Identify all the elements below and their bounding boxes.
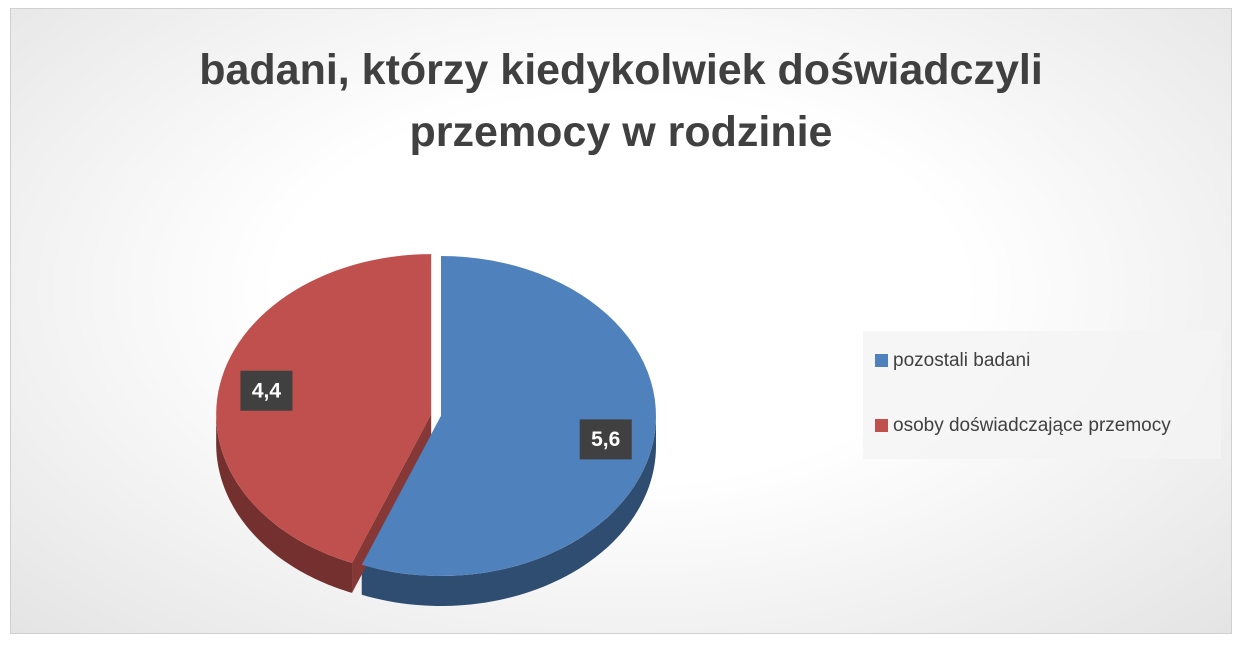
data-label: 4,4 [252, 379, 282, 402]
chart: 5,6 4,4 pozostali badani osoby doświadczają… [216, 254, 1221, 606]
data-label-box [579, 419, 632, 460]
data-label-box [240, 370, 293, 411]
legend-label: pozostali badani [893, 350, 1030, 371]
data-label: 5,6 [591, 428, 620, 451]
chart-title: badani, którzy kiedykolwiek doświadczyli… [199, 46, 1043, 156]
slice-side [361, 416, 656, 606]
pie-slice [216, 254, 432, 563]
slice-side [216, 414, 353, 593]
legend-box [863, 331, 1221, 459]
pie-slice [361, 256, 656, 576]
legend-swatch [875, 419, 888, 432]
chart-frame: badani, którzy kiedykolwiek doświadczyli… [10, 8, 1232, 634]
legend-label: osoby doświadczające przemocy [893, 415, 1171, 436]
title-wrap: badani, którzy kiedykolwiek doświadczyli… [11, 39, 1231, 163]
legend-swatch [875, 354, 888, 367]
